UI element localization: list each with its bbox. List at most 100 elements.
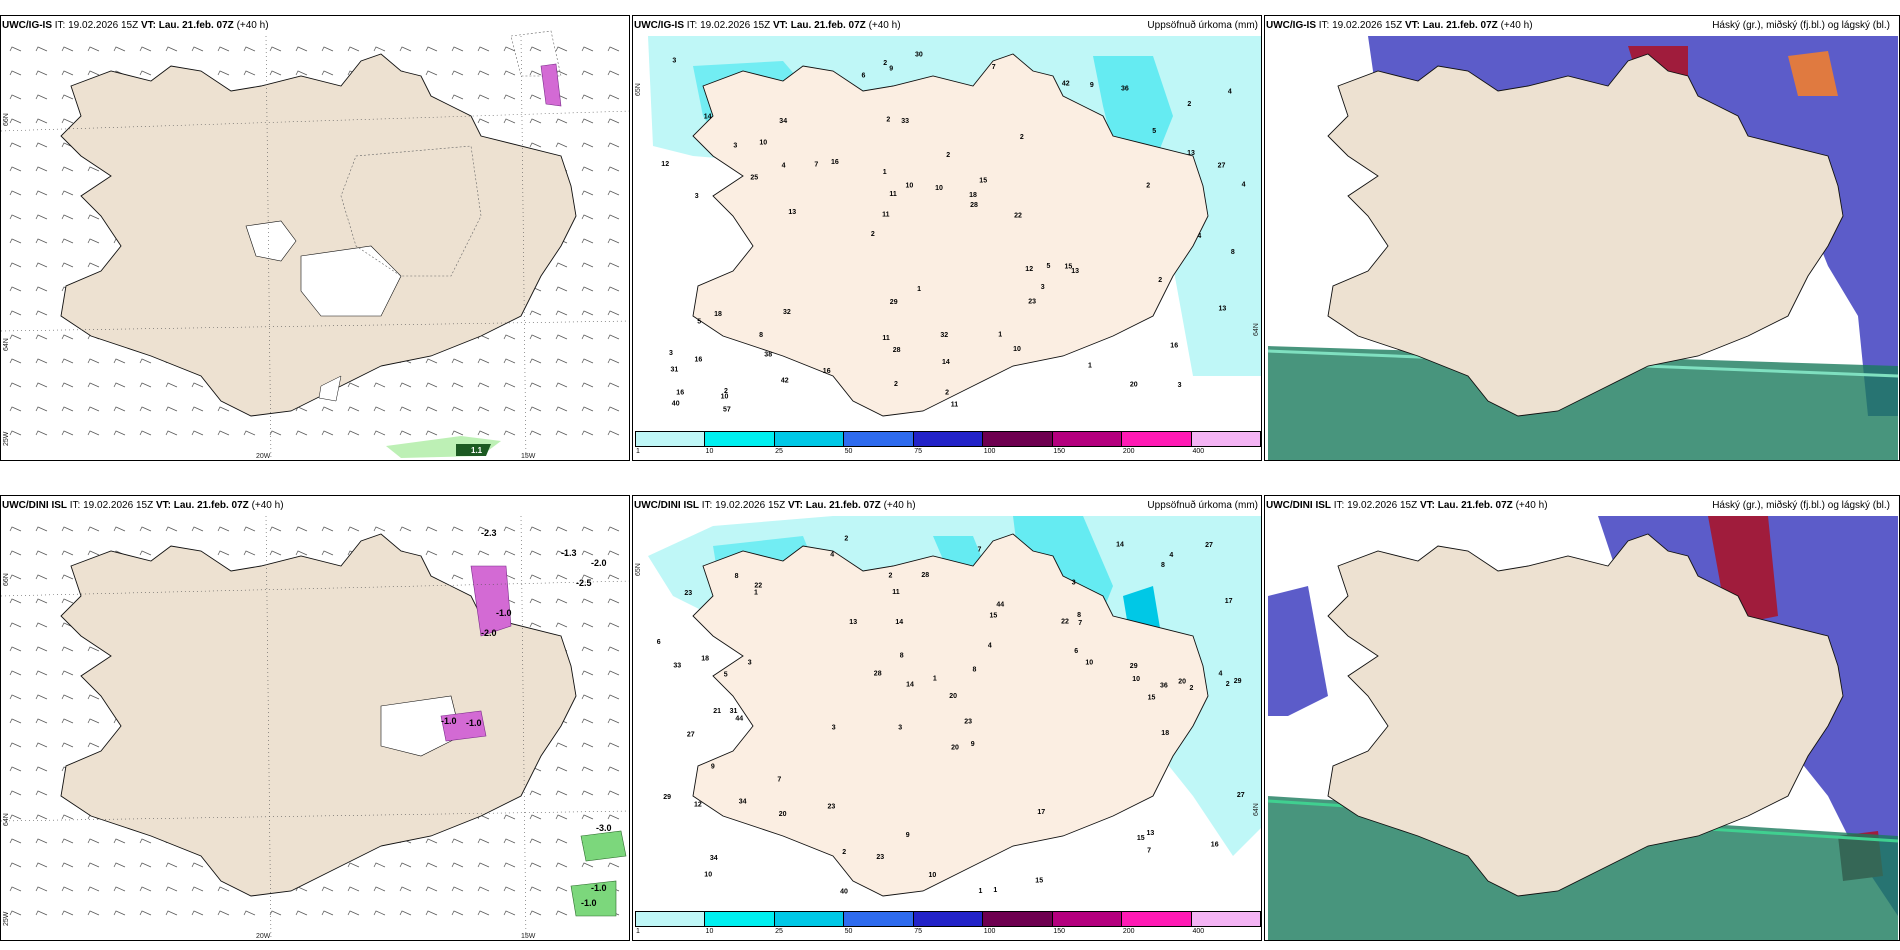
precip-value: 20: [1178, 678, 1186, 685]
wind-barb: [555, 358, 568, 364]
wind-barb: [61, 262, 74, 268]
wind-barb: [581, 310, 594, 316]
wind-map: -2.3 -1.3 -2.0 -2.5 -1.0 -3.0 -1.0 -1.0 -1.0 -1.0…: [1, 496, 629, 940]
wind-barb: [321, 430, 334, 436]
precip-value: 28: [970, 202, 978, 209]
wind-barb: [347, 430, 360, 436]
wind-barb: [607, 550, 620, 556]
wind-barb: [581, 214, 594, 220]
precip-value: 2: [946, 152, 950, 159]
lat-label: 66N: [3, 113, 10, 126]
wind-barb: [35, 766, 48, 772]
precip-value: 20: [951, 744, 959, 751]
wind-barb: [581, 694, 594, 700]
precip-value: 9: [1090, 82, 1094, 89]
wind-barb: [61, 622, 74, 628]
precip-value: 29: [1130, 663, 1138, 670]
wind-barb: [35, 334, 48, 340]
panel-title: Uppsöfnuð úrkoma (mm): [1147, 500, 1258, 511]
precip-value: 7: [777, 777, 781, 784]
legend-swatch: [1191, 912, 1260, 926]
precip-value: 2: [894, 381, 898, 388]
wind-barb: [607, 214, 620, 220]
precip-value: 44: [996, 601, 1004, 608]
wind-barb: [87, 886, 100, 892]
wind-barb: [529, 622, 542, 628]
precip-value: 10: [906, 182, 914, 189]
precip-legend: 1 10 25 50 75 100 150 200 400: [635, 911, 1261, 937]
wind-barb: [607, 574, 620, 580]
wind-barb: [87, 862, 100, 868]
wind-barb: [607, 742, 620, 748]
wind-barb: [451, 46, 464, 52]
precip-value: 17: [1225, 598, 1233, 605]
wind-barb: [347, 382, 360, 388]
legend-tick: 1: [636, 448, 640, 455]
wind-barb: [503, 886, 516, 892]
wind-barb: [35, 886, 48, 892]
wind-barb: [425, 526, 438, 532]
wind-barb: [581, 766, 594, 772]
panel-header: UWC/DINI ISL IT: 19.02.2026 15Z VT: Lau.…: [2, 500, 284, 511]
wind-barb: [269, 526, 282, 532]
wind-barb: [87, 46, 100, 52]
wind-barb: [9, 430, 22, 436]
wind-barb: [35, 310, 48, 316]
wind-barb: [165, 910, 178, 916]
wind-barb: [373, 382, 386, 388]
wind-barb: [321, 46, 334, 52]
wind-barb: [607, 94, 620, 100]
wind-barb: [217, 46, 230, 52]
wind-barb: [139, 862, 152, 868]
wind-barb: [139, 550, 152, 556]
wind-barb: [61, 214, 74, 220]
precip-value: 10: [929, 872, 937, 879]
precip-value: 2: [1190, 685, 1194, 692]
wind-barb: [9, 862, 22, 868]
precip-value: 8: [1077, 612, 1081, 619]
legend-swatch: [1191, 432, 1260, 446]
precip-value: 5: [724, 672, 728, 679]
precip-value: 20: [779, 811, 787, 818]
precip-value: 1: [979, 888, 983, 895]
wind-barb: [165, 430, 178, 436]
wind-barb: [61, 694, 74, 700]
wind-barb: [347, 526, 360, 532]
wind-barb: [35, 814, 48, 820]
precip-value: 23: [828, 804, 836, 811]
wind-barb: [321, 910, 334, 916]
wind-barb: [269, 910, 282, 916]
legend-tick: 100: [983, 928, 996, 935]
precip-value: 27: [687, 731, 695, 738]
precip-value: 15: [1148, 694, 1156, 701]
wind-barb: [35, 382, 48, 388]
wind-barb: [477, 46, 490, 52]
precip-value: 2: [945, 389, 949, 396]
precip-value: 12: [1025, 266, 1033, 273]
precip-value: 11: [892, 589, 900, 596]
wind-barb: [529, 358, 542, 364]
legend-tick: 50: [844, 928, 853, 935]
wind-barb: [61, 910, 74, 916]
precip-value: 15: [990, 612, 998, 619]
wind-barb: [321, 406, 334, 412]
wind-barb: [87, 406, 100, 412]
wind-barb: [35, 142, 48, 148]
wind-barb: [191, 862, 204, 868]
precip-value: 32: [783, 309, 791, 316]
wind-barb: [113, 526, 126, 532]
wind-barb: [373, 910, 386, 916]
wind-barb: [425, 358, 438, 364]
wind-barb: [555, 742, 568, 748]
wind-barb: [9, 46, 22, 52]
panel-title: Háský (gr.), miðský (fj.bl.) og lágský (…: [1712, 20, 1890, 31]
wind-barb: [61, 46, 74, 52]
wind-barb: [503, 334, 516, 340]
wind-barb: [87, 262, 100, 268]
legend-tick: 10: [705, 928, 714, 935]
wind-value: -1.0: [496, 608, 512, 618]
wind-barb: [9, 118, 22, 124]
precip-value: 13: [1187, 150, 1195, 157]
wind-barb: [451, 382, 464, 388]
wind-barb: [269, 46, 282, 52]
